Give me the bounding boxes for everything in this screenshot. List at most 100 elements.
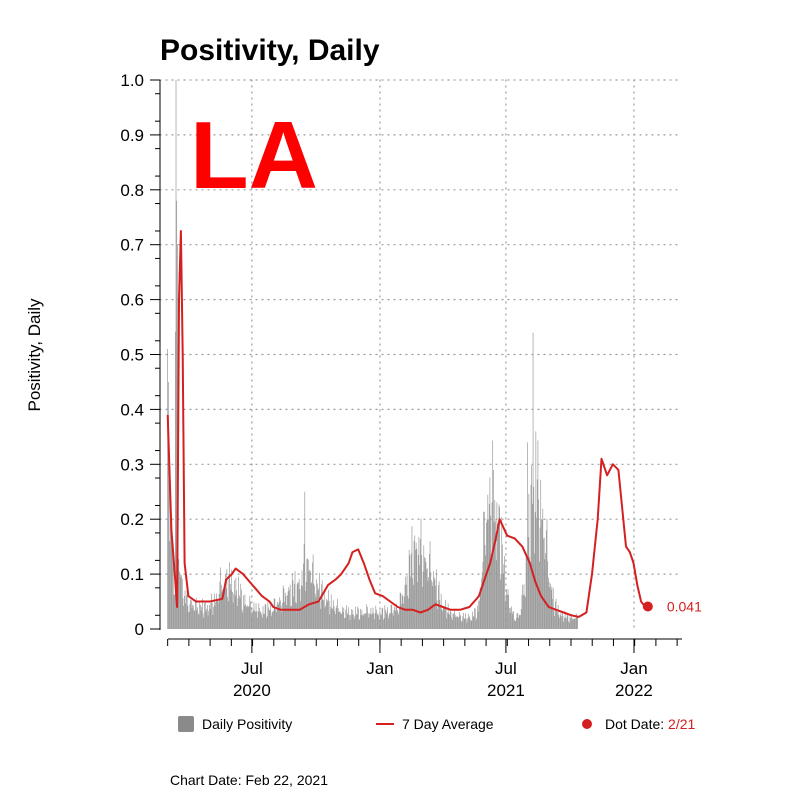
daily-bar: [358, 608, 359, 629]
daily-bar: [556, 609, 558, 629]
daily-bar: [344, 618, 346, 629]
daily-bar: [205, 611, 207, 629]
daily-bar: [561, 611, 563, 629]
daily-bar: [289, 584, 291, 629]
daily-bar: [518, 614, 520, 629]
daily-bar: [427, 580, 429, 629]
daily-bar: [247, 605, 249, 629]
daily-bar: [472, 611, 473, 629]
daily-bar: [562, 615, 564, 629]
daily-bar: [568, 622, 570, 629]
daily-bar: [347, 614, 349, 629]
daily-bar: [457, 617, 459, 629]
grid: [159, 79, 683, 630]
daily-bar: [359, 619, 361, 629]
daily-bar: [267, 601, 269, 629]
daily-bar: [521, 595, 523, 629]
daily-bar: [212, 614, 214, 629]
daily-bar: [233, 593, 235, 629]
daily-bar: [335, 608, 337, 629]
daily-bar: [255, 611, 256, 629]
daily-bar: [387, 618, 389, 629]
daily-bar: [454, 614, 456, 629]
daily-bar: [337, 607, 339, 629]
daily-bar: [366, 604, 368, 629]
daily-bar: [504, 601, 506, 629]
daily-bar: [286, 605, 288, 629]
daily-bar: [236, 606, 238, 629]
daily-bar: [379, 610, 381, 629]
daily-bar: [202, 613, 204, 629]
daily-bar: [396, 609, 398, 629]
daily-bar: [232, 592, 233, 629]
daily-bar: [515, 620, 517, 629]
y-tick-label: 0.6: [120, 291, 144, 310]
daily-bar: [456, 616, 458, 629]
daily-bar: [497, 523, 498, 629]
daily-bar: [174, 331, 176, 629]
daily-bar: [472, 616, 474, 629]
daily-bar: [273, 598, 275, 629]
daily-bar: [372, 607, 374, 629]
daily-bar: [197, 613, 199, 629]
legend-dot-label: Dot Date: 2/21: [605, 716, 695, 732]
daily-bar: [353, 618, 355, 629]
daily-bar: [511, 614, 513, 629]
daily-bar: [287, 595, 288, 629]
daily-bar: [328, 590, 329, 629]
daily-bar: [284, 592, 286, 629]
daily-bar: [192, 604, 194, 629]
daily-bar: [199, 602, 201, 629]
daily-bar: [346, 612, 348, 629]
daily-bar: [409, 555, 411, 629]
daily-bar: [447, 612, 448, 629]
daily-bar: [405, 576, 407, 629]
daily-bar: [502, 574, 504, 629]
daily-bar: [529, 556, 530, 629]
daily-bar: [227, 601, 229, 629]
daily-bar: [198, 614, 200, 629]
daily-bar: [554, 601, 556, 629]
daily-bar: [204, 600, 206, 629]
daily-bar: [188, 611, 190, 629]
daily-bar: [222, 589, 223, 629]
daily-bar: [251, 615, 253, 629]
daily-bar: [200, 610, 202, 629]
daily-bar: [536, 517, 537, 629]
daily-bar: [325, 605, 326, 629]
daily-bar: [193, 611, 195, 629]
daily-bar: [266, 616, 268, 629]
daily-bar: [382, 607, 384, 629]
daily-bar: [491, 502, 493, 629]
daily-bar: [423, 545, 425, 629]
daily-bar: [498, 504, 500, 629]
daily-bar: [555, 598, 557, 629]
daily-bar: [362, 615, 363, 629]
daily-bar: [381, 608, 383, 629]
daily-bar: [516, 617, 517, 629]
daily-bar: [404, 584, 406, 629]
daily-bar: [373, 613, 375, 629]
daily-bar: [406, 575, 408, 629]
daily-bar: [392, 615, 394, 629]
daily-bar: [285, 595, 287, 629]
daily-bar: [526, 554, 528, 629]
daily-bar: [513, 619, 515, 629]
daily-bar: [313, 583, 315, 629]
daily-bar: [369, 614, 371, 629]
daily-bar: [568, 621, 569, 629]
daily-bar: [541, 519, 543, 629]
daily-bar: [312, 562, 313, 629]
daily-bar: [255, 603, 257, 629]
daily-bar: [283, 588, 285, 629]
daily-bar: [243, 595, 244, 629]
legend-daily-label: Daily Positivity: [202, 716, 292, 732]
daily-bar: [368, 617, 370, 629]
daily-bar: [180, 577, 182, 629]
daily-bar: [274, 598, 276, 629]
daily-bar: [479, 600, 480, 629]
daily-bar: [196, 610, 198, 629]
daily-bar: [411, 526, 413, 629]
daily-bar: [348, 614, 350, 629]
daily-bar: [376, 614, 378, 629]
